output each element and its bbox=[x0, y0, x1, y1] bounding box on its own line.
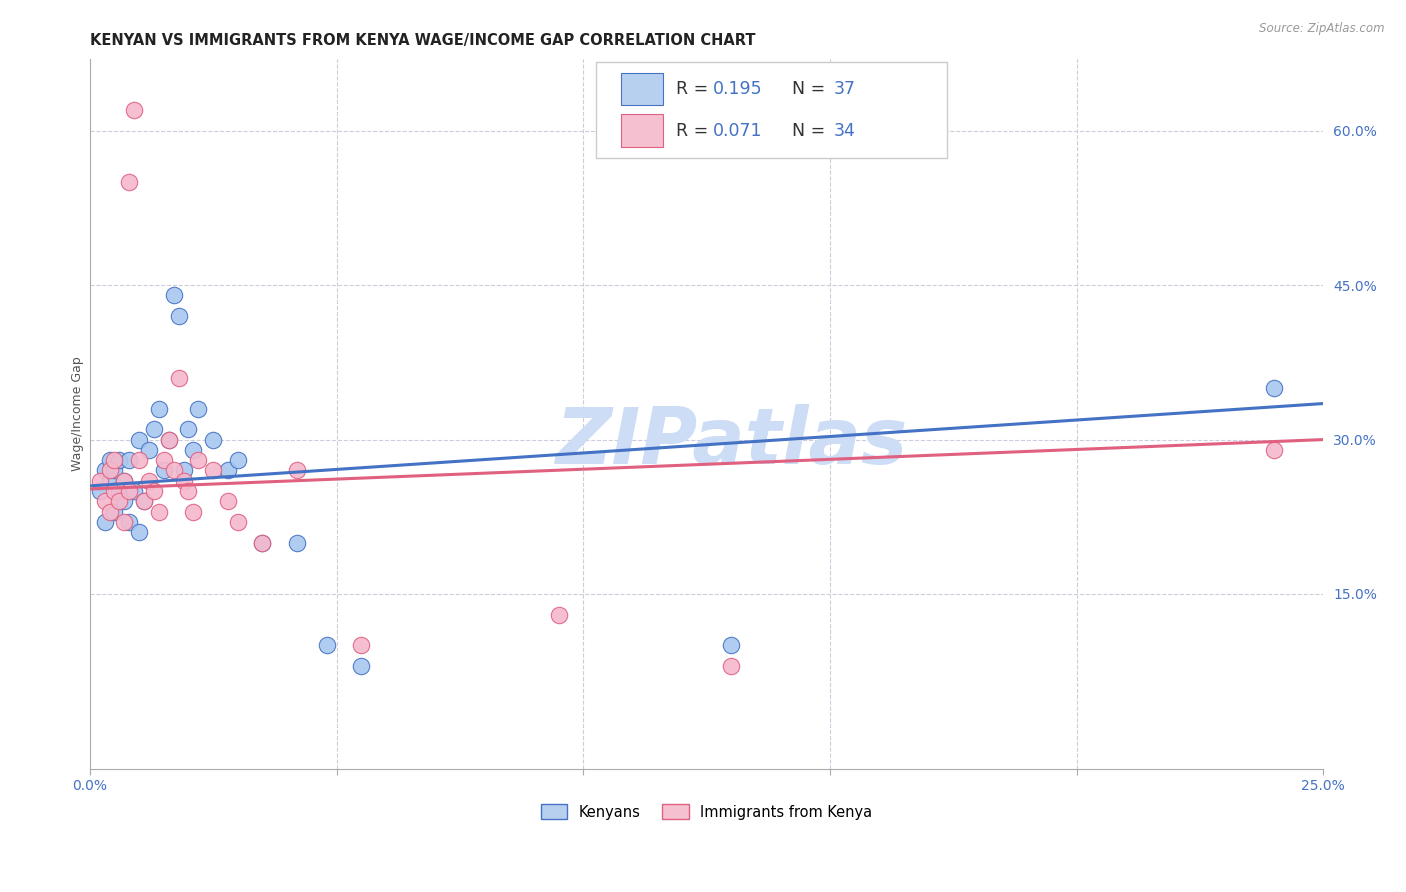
Text: R =: R = bbox=[676, 122, 713, 140]
Point bbox=[112, 494, 135, 508]
Point bbox=[226, 515, 249, 529]
Point bbox=[142, 422, 165, 436]
Point bbox=[177, 483, 200, 498]
Point bbox=[217, 463, 239, 477]
Point bbox=[128, 433, 150, 447]
Point bbox=[285, 463, 308, 477]
Text: N =: N = bbox=[780, 122, 831, 140]
Point bbox=[118, 175, 141, 189]
Point bbox=[187, 453, 209, 467]
Legend: Kenyans, Immigrants from Kenya: Kenyans, Immigrants from Kenya bbox=[534, 798, 879, 826]
Point bbox=[148, 505, 170, 519]
Point bbox=[132, 494, 155, 508]
Point bbox=[285, 535, 308, 549]
Point bbox=[173, 474, 195, 488]
Point bbox=[112, 515, 135, 529]
Point bbox=[252, 535, 274, 549]
Point bbox=[226, 453, 249, 467]
Point bbox=[98, 453, 121, 467]
Point bbox=[217, 494, 239, 508]
Point bbox=[138, 442, 160, 457]
Point bbox=[167, 309, 190, 323]
Text: R =: R = bbox=[676, 80, 713, 98]
Point bbox=[103, 453, 125, 467]
Point bbox=[187, 401, 209, 416]
FancyBboxPatch shape bbox=[621, 114, 664, 147]
Point bbox=[173, 463, 195, 477]
Point bbox=[98, 463, 121, 477]
Point bbox=[153, 453, 176, 467]
Text: 0.195: 0.195 bbox=[713, 80, 762, 98]
Point bbox=[93, 494, 115, 508]
Point bbox=[103, 483, 125, 498]
Text: N =: N = bbox=[780, 80, 831, 98]
Text: ZIPatlas: ZIPatlas bbox=[555, 404, 907, 480]
Point bbox=[350, 639, 373, 653]
Point bbox=[98, 474, 121, 488]
Point bbox=[157, 433, 180, 447]
Point bbox=[118, 483, 141, 498]
Point bbox=[183, 442, 205, 457]
Point bbox=[89, 483, 111, 498]
Point bbox=[1263, 442, 1285, 457]
FancyBboxPatch shape bbox=[621, 73, 664, 105]
Point bbox=[1263, 381, 1285, 395]
Point bbox=[720, 659, 742, 673]
Point bbox=[132, 494, 155, 508]
Point bbox=[118, 515, 141, 529]
Point bbox=[202, 463, 225, 477]
Point bbox=[153, 463, 176, 477]
Point bbox=[202, 433, 225, 447]
Point bbox=[122, 483, 145, 498]
Point bbox=[163, 288, 186, 302]
Point bbox=[138, 474, 160, 488]
Text: 34: 34 bbox=[834, 122, 855, 140]
Point bbox=[108, 453, 131, 467]
Point bbox=[108, 483, 131, 498]
Point bbox=[128, 453, 150, 467]
Point bbox=[167, 371, 190, 385]
Point bbox=[98, 505, 121, 519]
Point bbox=[315, 639, 337, 653]
FancyBboxPatch shape bbox=[596, 62, 948, 158]
Point bbox=[108, 494, 131, 508]
Point bbox=[350, 659, 373, 673]
Point bbox=[122, 103, 145, 118]
Point bbox=[112, 474, 135, 488]
Point bbox=[142, 483, 165, 498]
Point bbox=[93, 463, 115, 477]
Point bbox=[720, 639, 742, 653]
Point bbox=[252, 535, 274, 549]
Point bbox=[547, 607, 569, 622]
Point bbox=[103, 463, 125, 477]
Text: Source: ZipAtlas.com: Source: ZipAtlas.com bbox=[1260, 22, 1385, 36]
Point bbox=[157, 433, 180, 447]
Point bbox=[128, 525, 150, 540]
Point bbox=[93, 515, 115, 529]
Text: 37: 37 bbox=[834, 80, 856, 98]
Point bbox=[148, 401, 170, 416]
Point bbox=[112, 474, 135, 488]
Point bbox=[163, 463, 186, 477]
Text: 0.071: 0.071 bbox=[713, 122, 762, 140]
Point bbox=[183, 505, 205, 519]
Text: KENYAN VS IMMIGRANTS FROM KENYA WAGE/INCOME GAP CORRELATION CHART: KENYAN VS IMMIGRANTS FROM KENYA WAGE/INC… bbox=[90, 33, 755, 48]
Y-axis label: Wage/Income Gap: Wage/Income Gap bbox=[72, 357, 84, 471]
Point bbox=[103, 505, 125, 519]
Point bbox=[89, 474, 111, 488]
Point bbox=[177, 422, 200, 436]
Point bbox=[118, 453, 141, 467]
